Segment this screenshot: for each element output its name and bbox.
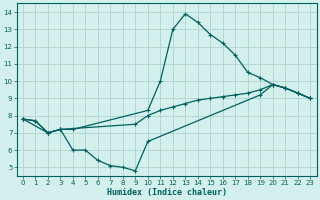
- X-axis label: Humidex (Indice chaleur): Humidex (Indice chaleur): [107, 188, 227, 197]
